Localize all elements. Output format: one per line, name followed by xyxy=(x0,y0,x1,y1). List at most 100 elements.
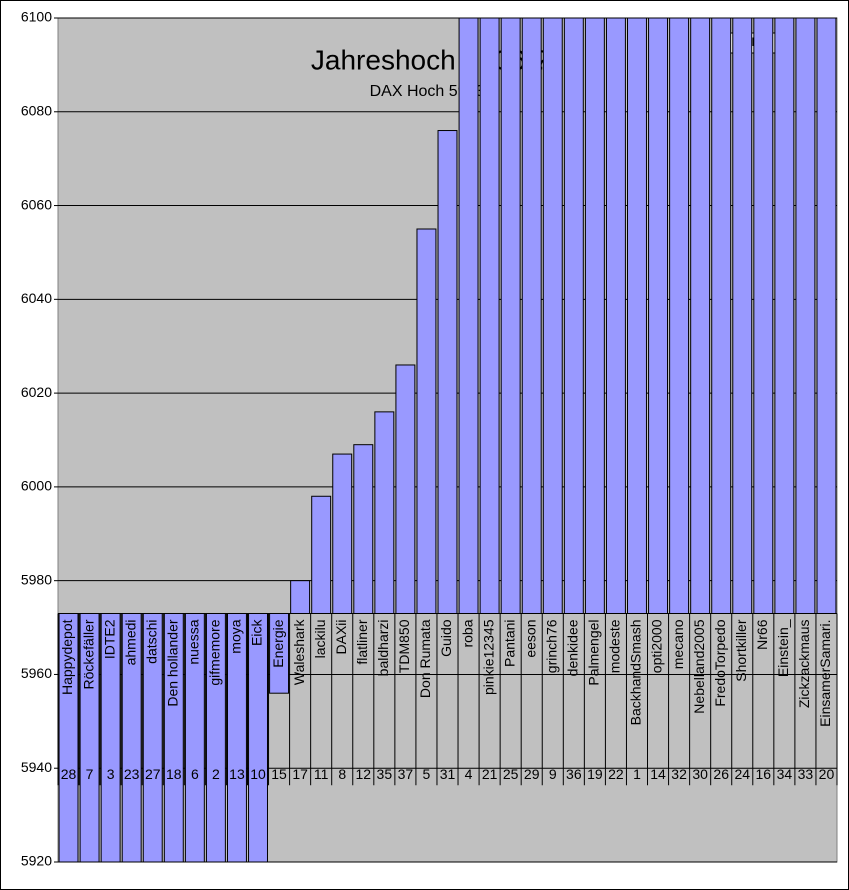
x-tick-label: modeste xyxy=(607,619,623,673)
category-number: 24 xyxy=(734,766,750,782)
y-tick-label: 6040 xyxy=(21,290,52,306)
category-number: 5 xyxy=(423,766,431,782)
bar xyxy=(458,17,479,614)
bar xyxy=(163,612,184,863)
category-number: 23 xyxy=(124,766,140,782)
bar xyxy=(521,17,542,614)
category-number: 31 xyxy=(440,766,456,782)
bar xyxy=(79,612,100,863)
x-tick-label: Nebelland2005 xyxy=(691,619,707,713)
category-number: 1 xyxy=(633,766,641,782)
y-tick-label: 6020 xyxy=(21,384,52,400)
category-number: 30 xyxy=(692,766,708,782)
x-tick-label: baldharzi xyxy=(375,619,391,676)
category-number: 6 xyxy=(191,766,199,782)
chart-subtitle: DAX Hoch 5973 xyxy=(370,83,485,100)
bar xyxy=(100,612,121,863)
category-number: 26 xyxy=(713,766,729,782)
bar xyxy=(500,17,521,614)
x-tick-label: Einstein_ xyxy=(775,619,791,677)
x-tick-label: Don Rumata xyxy=(417,619,433,698)
category-number: 33 xyxy=(798,766,814,782)
bar xyxy=(584,17,605,614)
x-tick-label: Energie xyxy=(270,619,286,667)
bar xyxy=(563,17,584,614)
category-number: 2 xyxy=(212,766,220,782)
x-tick-label: Palmengel xyxy=(586,619,602,685)
bar xyxy=(184,612,205,863)
bar xyxy=(690,17,711,614)
bar xyxy=(542,17,563,614)
x-tick-label: Pantani xyxy=(501,619,517,666)
category-number: 35 xyxy=(377,766,393,782)
x-tick-label: Nr66 xyxy=(754,619,770,650)
category-number: 32 xyxy=(671,766,687,782)
category-number: 19 xyxy=(587,766,603,782)
x-tick-label: FredoTorpedo xyxy=(712,619,728,706)
x-tick-label: roba xyxy=(459,619,475,647)
x-tick-label: ahmedi xyxy=(122,619,138,665)
bar xyxy=(205,612,226,863)
y-tick-label: 6080 xyxy=(21,102,52,118)
category-number: 28 xyxy=(61,766,77,782)
bar xyxy=(121,612,142,863)
x-tick-label: eeson xyxy=(522,619,538,657)
category-number: 3 xyxy=(107,766,115,782)
bar xyxy=(226,612,247,863)
bar xyxy=(774,17,795,614)
category-number: 29 xyxy=(524,766,540,782)
bar xyxy=(753,17,774,614)
x-tick-label: Guido xyxy=(438,619,454,657)
bar xyxy=(711,17,732,614)
x-tick-label: Shortkiller xyxy=(733,619,749,682)
category-number: 34 xyxy=(777,766,793,782)
category-number: 13 xyxy=(229,766,245,782)
category-number: 22 xyxy=(608,766,624,782)
bar xyxy=(669,17,690,614)
x-tick-label: mecano xyxy=(670,619,686,669)
bar xyxy=(58,612,79,863)
bar xyxy=(816,17,837,614)
category-number: 20 xyxy=(819,766,835,782)
category-number: 12 xyxy=(355,766,371,782)
category-number: 25 xyxy=(503,766,519,782)
bar xyxy=(290,580,311,614)
bar xyxy=(395,364,416,614)
x-tick-label: Waleshark xyxy=(291,619,307,686)
y-tick-label: 5940 xyxy=(21,759,52,775)
x-tick-label: moya xyxy=(228,619,244,653)
category-number: 16 xyxy=(756,766,772,782)
bar xyxy=(437,130,458,614)
category-number: 11 xyxy=(314,766,329,782)
bar xyxy=(795,17,816,614)
x-tick-label: TDM850 xyxy=(396,619,412,673)
category-number: 37 xyxy=(398,766,414,782)
x-tick-label: grinch76 xyxy=(543,619,559,673)
category-number: 27 xyxy=(145,766,161,782)
category-number: 8 xyxy=(338,766,346,782)
x-tick-label: datschi xyxy=(143,619,159,663)
x-tick-label: nuessa xyxy=(186,619,202,664)
bar xyxy=(627,17,647,614)
x-tick-label: Eick xyxy=(249,618,265,645)
x-tick-label: Happydepot xyxy=(59,619,75,695)
category-number: 15 xyxy=(271,766,287,782)
x-tick-label: BackhandSmash xyxy=(628,619,644,725)
category-number: 10 xyxy=(250,766,266,782)
x-tick-label: IDTE2 xyxy=(101,619,117,659)
x-tick-label: opti2000 xyxy=(649,619,665,673)
x-tick-label: pinkie12345 xyxy=(480,619,496,695)
category-number: 18 xyxy=(166,766,182,782)
bar xyxy=(332,453,353,614)
category-number: 14 xyxy=(650,766,666,782)
x-tick-label: denkidee xyxy=(565,619,581,676)
bar xyxy=(479,17,500,614)
x-tick-label: DAXii xyxy=(333,619,349,654)
bar xyxy=(416,228,437,614)
bar xyxy=(248,612,268,863)
bar xyxy=(353,444,374,614)
y-tick-label: 6060 xyxy=(21,196,52,212)
bar xyxy=(311,495,332,614)
x-tick-label: EinsamerSamari. xyxy=(817,619,833,726)
category-number: 7 xyxy=(86,766,94,782)
